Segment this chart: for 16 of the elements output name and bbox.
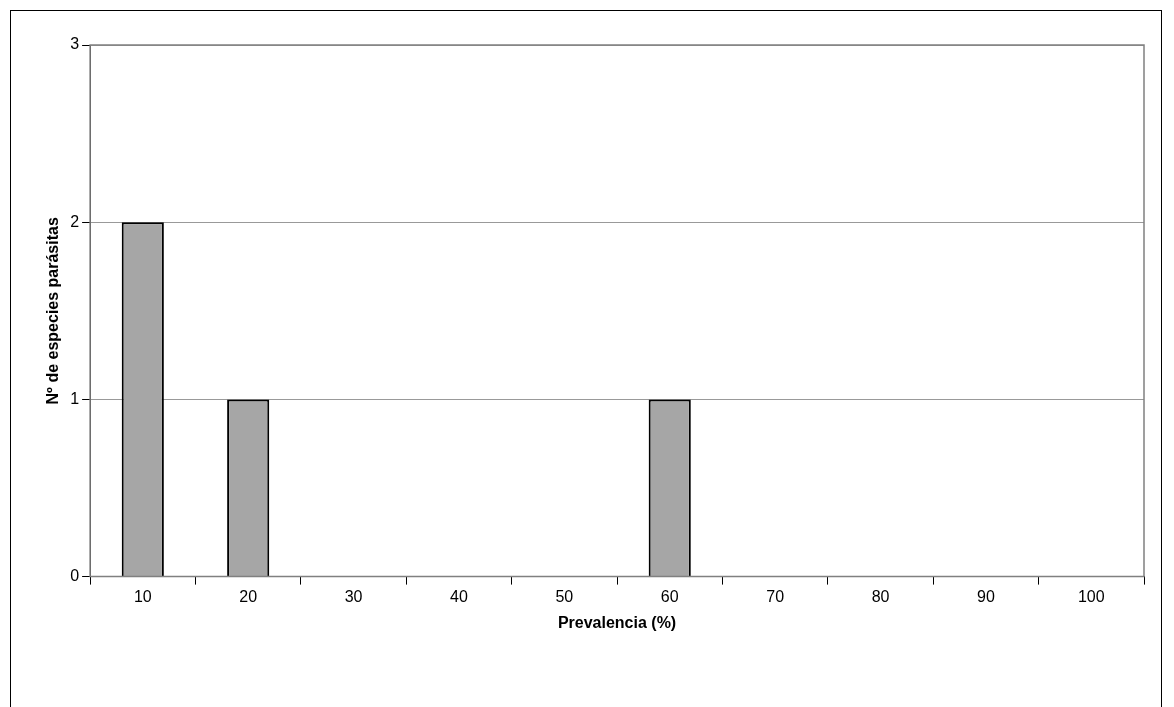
x-tick-label: 90 [977, 587, 995, 605]
x-tick-label: 70 [766, 587, 785, 605]
x-tick-label: 100 [1077, 587, 1105, 605]
x-axis-title: Prevalencia (%) [557, 613, 677, 631]
y-tick-label: 0 [70, 567, 80, 585]
x-tick-label: 20 [239, 587, 258, 605]
x-tick-label: 60 [660, 587, 679, 605]
y-axis-title: Nº de especies parásitas [44, 217, 62, 405]
y-tick-label: 3 [70, 35, 80, 53]
x-tick-label: 30 [344, 587, 363, 605]
x-tick-label: 10 [133, 587, 152, 605]
x-tick-label: 80 [871, 587, 890, 605]
y-tick-label: 1 [70, 389, 80, 407]
y-tick-label: 2 [70, 212, 80, 230]
x-tick-label: 50 [555, 587, 574, 605]
x-tick-label: 40 [450, 587, 468, 605]
